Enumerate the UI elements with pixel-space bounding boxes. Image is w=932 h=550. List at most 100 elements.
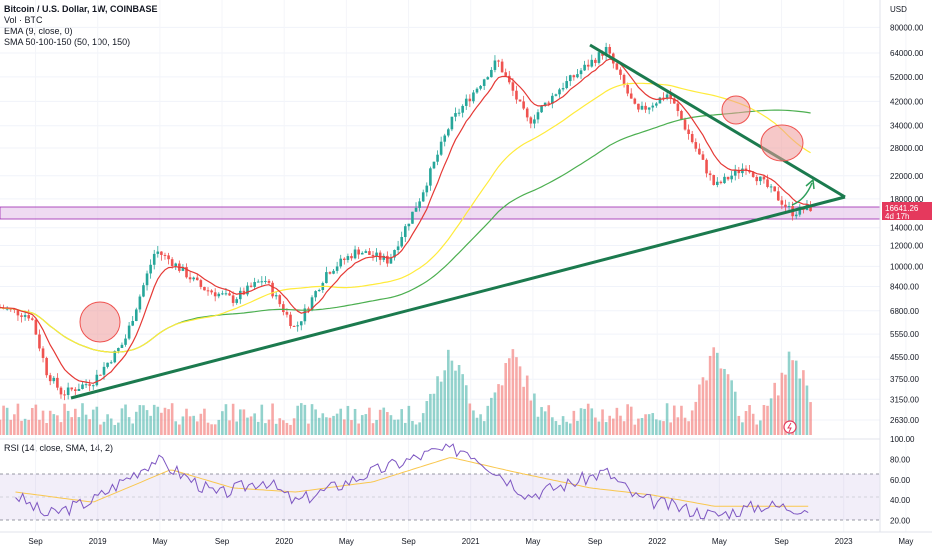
volume-bar	[773, 382, 776, 435]
volume-bar	[328, 417, 332, 435]
candle-body	[794, 214, 798, 217]
candle-body	[74, 389, 77, 391]
volume-bar	[723, 368, 726, 435]
volume-bar	[450, 360, 454, 435]
price-tick-label: 10000.00	[890, 262, 924, 271]
candle-body	[160, 251, 163, 255]
candle-body	[41, 348, 45, 358]
candle-body	[672, 98, 676, 104]
candle-body	[626, 84, 629, 94]
volume-bar	[543, 411, 547, 435]
candle-body	[267, 280, 271, 283]
volume-bar	[644, 414, 647, 435]
legend-sma[interactable]: SMA 50-100-150 (50, 100, 150)	[4, 37, 131, 47]
volume-bar	[400, 409, 403, 435]
volume-bar	[794, 360, 798, 435]
volume-bar	[178, 424, 181, 435]
price-tick-label: 14000.00	[890, 224, 924, 233]
volume-bar	[371, 423, 375, 435]
lightning-bolt-icon	[787, 422, 792, 433]
volume-bar	[213, 424, 217, 435]
volume-bar	[13, 414, 16, 435]
volume-bar	[267, 419, 271, 435]
volume-bar	[547, 405, 551, 435]
candle-body	[597, 52, 601, 63]
time-tick-label: Sep	[28, 537, 43, 546]
time-tick-label: May	[152, 537, 167, 546]
candle-body	[307, 308, 310, 310]
candle-body	[99, 374, 102, 376]
volume-bar	[733, 391, 737, 435]
volume-bar	[705, 380, 708, 435]
candle-body	[529, 117, 533, 124]
volume-bar	[117, 422, 120, 435]
legend-volume[interactable]: Vol · BTC	[4, 15, 43, 25]
volume-bar	[364, 414, 368, 435]
candle-body	[296, 325, 299, 327]
highlight-circle-2022b	[760, 124, 804, 162]
volume-bar	[719, 368, 723, 435]
chart-title[interactable]: Bitcoin / U.S. Dollar, 1W, COINBASE	[4, 4, 158, 14]
candle-body	[203, 286, 206, 291]
volume-bar	[576, 420, 579, 435]
candle-body	[335, 266, 339, 271]
candle-body	[547, 102, 551, 104]
volume-bar	[518, 366, 522, 435]
candle-body	[102, 366, 106, 375]
candle-body	[425, 185, 429, 193]
volume-bar	[109, 418, 113, 435]
candle-body	[221, 293, 224, 295]
volume-bar	[755, 424, 759, 435]
candle-body	[393, 250, 396, 258]
volume-bar	[124, 404, 127, 435]
time-tick-label: Sep	[588, 537, 603, 546]
volume-bar	[142, 405, 145, 435]
volume-bar	[716, 352, 719, 435]
candle-body	[525, 108, 529, 118]
volume-bar	[583, 408, 586, 435]
volume-bar	[461, 374, 464, 435]
volume-bar	[242, 409, 246, 435]
volume-bar	[389, 415, 393, 435]
volume-bar	[271, 403, 274, 435]
volume-bar	[185, 408, 188, 435]
candle-body	[188, 277, 192, 280]
volume-bar	[708, 355, 712, 435]
volume-bar	[658, 420, 662, 435]
candle-body	[167, 255, 170, 260]
candle-body	[299, 321, 303, 326]
rsi-tick-label: 80.00	[890, 455, 911, 464]
time-tick-label: May	[712, 537, 727, 546]
volume-bar	[206, 422, 210, 435]
candle-body	[106, 362, 109, 367]
price-tick-label: 3750.00	[890, 375, 919, 384]
last-price-badge[interactable]	[882, 202, 932, 220]
rsi-tick-label: 100.00	[890, 435, 915, 444]
candle-body	[647, 107, 651, 110]
rsi-legend[interactable]: RSI (14, close, SMA, 14, 2)	[4, 443, 114, 453]
price-tick-label: 4550.00	[890, 353, 919, 362]
volume-bar	[307, 423, 310, 435]
candle-body	[629, 93, 633, 99]
candle-body	[443, 135, 447, 142]
volume-bar	[568, 423, 572, 435]
lightning-icon[interactable]	[783, 420, 797, 434]
resistance-trendline	[589, 43, 846, 199]
candle-body	[730, 175, 733, 180]
currency-label: USD	[890, 5, 907, 14]
candle-body	[683, 119, 687, 130]
volume-bar	[296, 405, 299, 435]
volume-bar	[378, 409, 382, 435]
volume-bar	[228, 420, 231, 435]
volume-bar	[504, 363, 508, 435]
candle-body	[798, 206, 802, 215]
price-tick-label: 8400.00	[890, 282, 919, 291]
volume-bar	[737, 415, 741, 435]
legend-ema[interactable]: EMA (9, close, 0)	[4, 26, 73, 36]
candle-body	[507, 75, 511, 83]
volume-bar	[748, 405, 751, 435]
volume-bar	[59, 422, 63, 435]
candle-body	[95, 374, 99, 386]
candle-body	[113, 351, 117, 363]
